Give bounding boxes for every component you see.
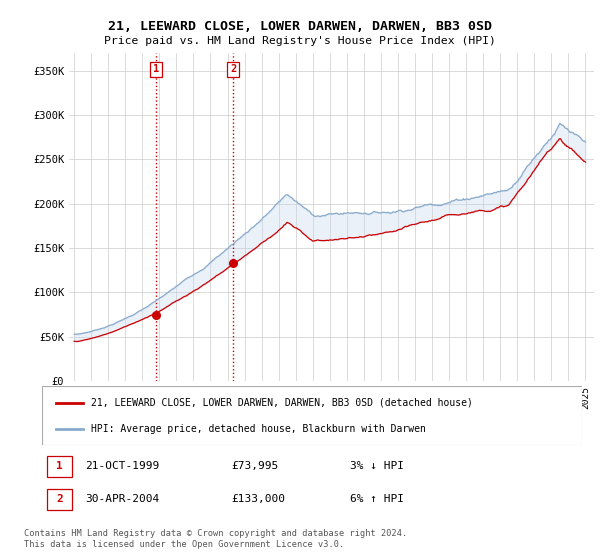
Text: 1: 1 bbox=[56, 461, 63, 471]
FancyBboxPatch shape bbox=[47, 489, 72, 510]
Text: 1: 1 bbox=[153, 64, 159, 74]
Text: 2: 2 bbox=[230, 64, 236, 74]
Text: 2: 2 bbox=[56, 494, 63, 505]
Text: Contains HM Land Registry data © Crown copyright and database right 2024.
This d: Contains HM Land Registry data © Crown c… bbox=[24, 529, 407, 549]
Text: 21-OCT-1999: 21-OCT-1999 bbox=[85, 461, 160, 471]
Text: 3% ↓ HPI: 3% ↓ HPI bbox=[350, 461, 404, 471]
FancyBboxPatch shape bbox=[42, 386, 582, 445]
FancyBboxPatch shape bbox=[47, 456, 72, 477]
Text: £133,000: £133,000 bbox=[231, 494, 285, 505]
Text: £73,995: £73,995 bbox=[231, 461, 278, 471]
Text: 21, LEEWARD CLOSE, LOWER DARWEN, DARWEN, BB3 0SD (detached house): 21, LEEWARD CLOSE, LOWER DARWEN, DARWEN,… bbox=[91, 398, 472, 408]
Text: 30-APR-2004: 30-APR-2004 bbox=[85, 494, 160, 505]
Text: 21, LEEWARD CLOSE, LOWER DARWEN, DARWEN, BB3 0SD: 21, LEEWARD CLOSE, LOWER DARWEN, DARWEN,… bbox=[108, 20, 492, 32]
Text: 6% ↑ HPI: 6% ↑ HPI bbox=[350, 494, 404, 505]
Text: Price paid vs. HM Land Registry's House Price Index (HPI): Price paid vs. HM Land Registry's House … bbox=[104, 36, 496, 46]
Text: HPI: Average price, detached house, Blackburn with Darwen: HPI: Average price, detached house, Blac… bbox=[91, 424, 425, 434]
